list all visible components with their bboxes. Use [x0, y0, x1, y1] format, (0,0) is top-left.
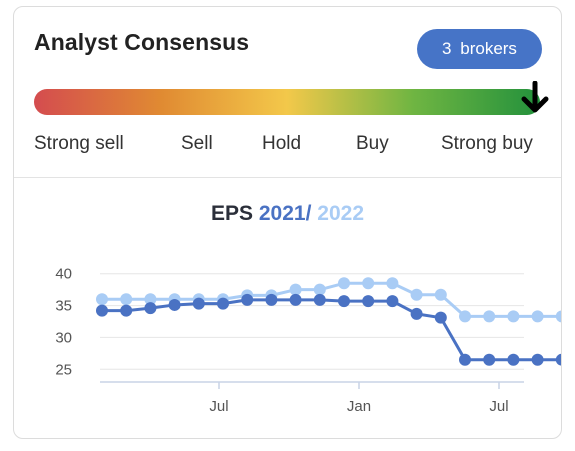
y-tick-label: 30 — [55, 329, 72, 346]
data-point-2021[interactable] — [386, 295, 399, 308]
data-point-2021[interactable] — [313, 293, 326, 306]
data-point-2022[interactable] — [362, 277, 375, 290]
scale-label-buy: Buy — [356, 133, 389, 154]
data-point-2022[interactable] — [410, 288, 423, 301]
data-point-2022[interactable] — [338, 277, 350, 290]
data-point-2021[interactable] — [459, 353, 471, 366]
eps-chart-title: EPS 2021/ 2022 — [14, 202, 561, 226]
data-point-2021[interactable] — [168, 298, 181, 311]
y-tick-label: 25 — [55, 361, 72, 378]
x-tick-label: Jul — [209, 398, 228, 415]
data-point-2021[interactable] — [217, 297, 229, 310]
data-point-2022[interactable] — [313, 283, 326, 296]
data-point-2021[interactable] — [241, 293, 254, 306]
data-point-2021[interactable] — [144, 302, 157, 315]
eps-title-prefix: EPS — [211, 202, 254, 225]
data-point-2022[interactable] — [531, 310, 544, 323]
data-point-2021[interactable] — [192, 297, 205, 310]
eps-title-series-2022[interactable]: 2022 — [317, 202, 364, 225]
data-point-2021[interactable] — [338, 295, 350, 308]
arrow-down-icon — [521, 81, 549, 113]
y-tick-label: 40 — [55, 266, 72, 283]
data-point-2021[interactable] — [531, 353, 544, 366]
x-tick-label: Jul — [489, 398, 508, 415]
eps-line-chart: 40 35 30 25 Jul Jan Jul — [55, 266, 562, 415]
consensus-gauge-bar — [34, 89, 540, 115]
data-point-2021[interactable] — [362, 295, 375, 308]
brokers-label: brokers — [460, 39, 517, 58]
data-point-2021[interactable] — [483, 353, 496, 366]
data-point-2021[interactable] — [410, 307, 423, 320]
brokers-count: 3 — [442, 39, 452, 58]
data-point-2021[interactable] — [555, 353, 562, 366]
eps-title-separator: / — [305, 202, 312, 225]
scale-label-strong-buy: Strong buy — [441, 133, 533, 154]
data-point-2022[interactable] — [507, 310, 520, 323]
scale-label-strong-sell: Strong sell — [34, 133, 124, 154]
data-point-2022[interactable] — [289, 283, 302, 296]
data-point-2022[interactable] — [96, 293, 108, 306]
data-point-2022[interactable] — [120, 293, 133, 306]
y-tick-label: 35 — [55, 298, 72, 315]
data-point-2021[interactable] — [96, 304, 108, 317]
data-point-2021[interactable] — [265, 293, 278, 306]
data-point-2022[interactable] — [434, 288, 447, 301]
x-tick-label: Jan — [347, 398, 371, 415]
brokers-badge[interactable]: 3 brokers — [417, 29, 542, 69]
data-point-2022[interactable] — [555, 310, 562, 323]
data-point-2021[interactable] — [289, 293, 302, 306]
scale-label-hold: Hold — [262, 133, 302, 154]
data-point-2021[interactable] — [507, 353, 520, 366]
data-point-2021[interactable] — [434, 311, 447, 324]
data-point-2022[interactable] — [144, 293, 157, 306]
section-divider — [14, 177, 561, 178]
data-point-2021[interactable] — [120, 304, 133, 317]
card-title: Analyst Consensus — [34, 29, 250, 55]
data-point-2022[interactable] — [483, 310, 496, 323]
data-point-2022[interactable] — [459, 310, 471, 323]
analyst-consensus-card: Analyst Consensus 3 brokers Strong sell … — [13, 6, 562, 439]
data-point-2022[interactable] — [386, 277, 399, 290]
scale-label-sell: Sell — [181, 133, 213, 154]
eps-title-series-2021[interactable]: 2021 — [258, 202, 306, 225]
